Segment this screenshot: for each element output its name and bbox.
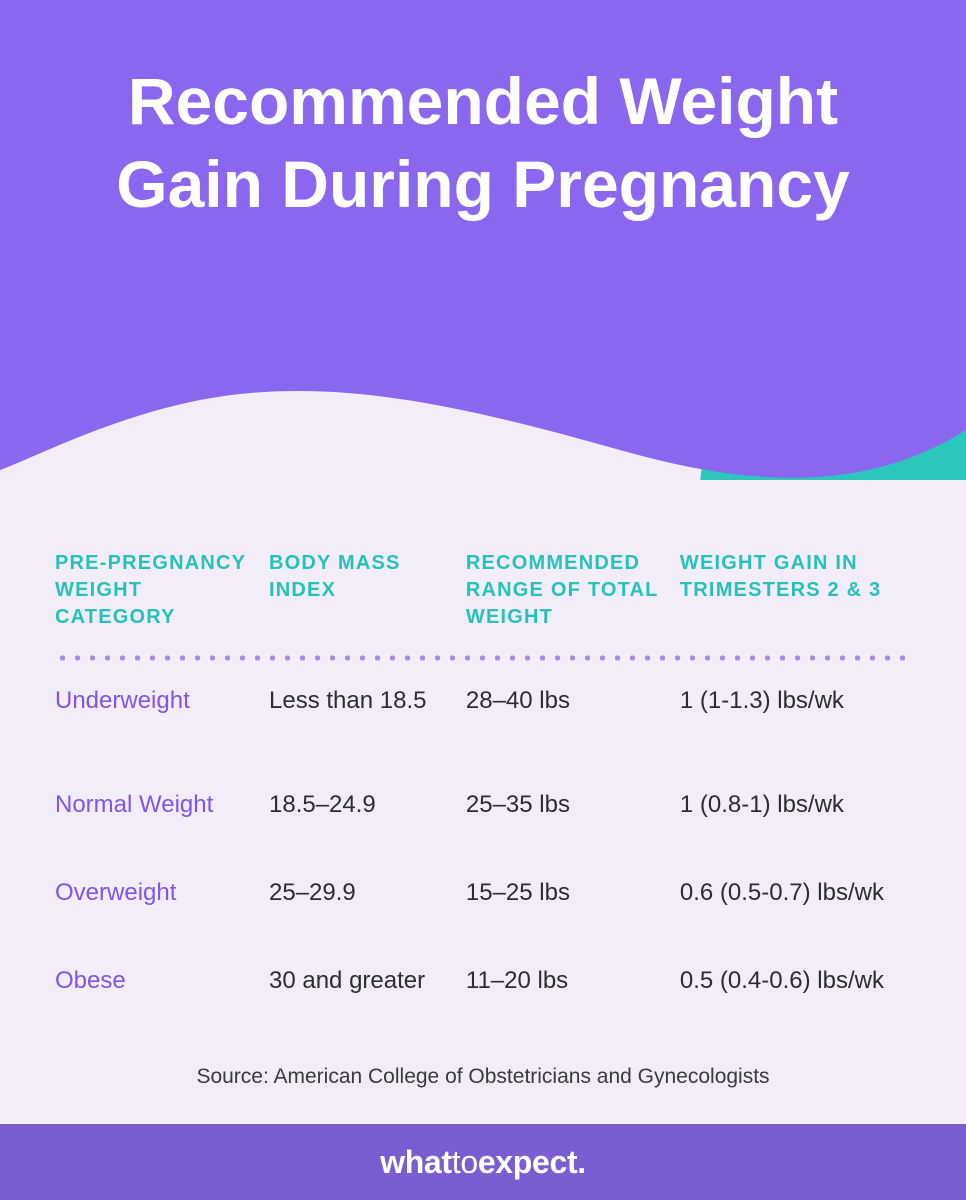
brand-dot: . [577, 1144, 586, 1180]
cell-category: Obese [55, 937, 269, 1025]
cell-range: 28–40 lbs [466, 661, 680, 761]
cell-range: 11–20 lbs [466, 937, 680, 1025]
cell-range: 15–25 lbs [466, 849, 680, 937]
cell-category: Normal Weight [55, 761, 269, 849]
table-row: Overweight 25–29.9 15–25 lbs 0.6 (0.5-0.… [55, 849, 911, 937]
source-text: Source: American College of Obstetrician… [55, 1065, 911, 1089]
table-row: Obese 30 and greater 11–20 lbs 0.5 (0.4-… [55, 937, 911, 1025]
cell-bmi: 30 and greater [269, 937, 466, 1025]
table-row: Normal Weight 18.5–24.9 25–35 lbs 1 (0.8… [55, 761, 911, 849]
cell-bmi: 25–29.9 [269, 849, 466, 937]
footer: whattoexpect. [0, 1124, 966, 1200]
cell-category: Underweight [55, 661, 269, 761]
brand-part-2: to [452, 1144, 478, 1180]
weight-gain-table: PRE-PREGNANCY WEIGHT CATEGORY BODY MASS … [55, 480, 911, 1025]
page-title: Recommended Weight Gain During Pregnancy [0, 60, 966, 225]
col-header-range: RECOMMENDED RANGE OF TOTAL WEIGHT [466, 480, 680, 655]
table-row: Underweight Less than 18.5 28–40 lbs 1 (… [55, 661, 911, 761]
cell-rate: 1 (1-1.3) lbs/wk [680, 661, 911, 761]
cell-bmi: 18.5–24.9 [269, 761, 466, 849]
col-header-rate: WEIGHT GAIN IN TRIMESTERS 2 & 3 [680, 480, 911, 655]
brand-logo: whattoexpect. [380, 1144, 586, 1181]
cell-category: Overweight [55, 849, 269, 937]
header: Recommended Weight Gain During Pregnancy [0, 0, 966, 490]
table-area: PRE-PREGNANCY WEIGHT CATEGORY BODY MASS … [0, 480, 966, 1124]
table-body: Underweight Less than 18.5 28–40 lbs 1 (… [55, 661, 911, 1025]
cell-rate: 0.6 (0.5-0.7) lbs/wk [680, 849, 911, 937]
infographic-card: Recommended Weight Gain During Pregnancy… [0, 0, 966, 1200]
cell-rate: 0.5 (0.4-0.6) lbs/wk [680, 937, 911, 1025]
cell-range: 25–35 lbs [466, 761, 680, 849]
cell-rate: 1 (0.8-1) lbs/wk [680, 761, 911, 849]
header-row: PRE-PREGNANCY WEIGHT CATEGORY BODY MASS … [55, 480, 911, 655]
col-header-bmi: BODY MASS INDEX [269, 480, 466, 655]
brand-part-1: what [380, 1144, 452, 1180]
brand-part-3: expect [478, 1144, 577, 1180]
cell-bmi: Less than 18.5 [269, 661, 466, 761]
col-header-category: PRE-PREGNANCY WEIGHT CATEGORY [55, 480, 269, 655]
